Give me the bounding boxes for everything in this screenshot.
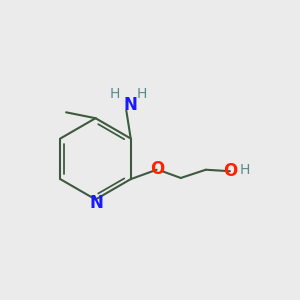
Text: O: O bbox=[224, 162, 238, 180]
Text: O: O bbox=[150, 160, 164, 178]
Text: H: H bbox=[136, 87, 147, 101]
Text: N: N bbox=[89, 194, 103, 212]
Text: H: H bbox=[110, 87, 120, 101]
Text: N: N bbox=[123, 96, 137, 114]
Text: H: H bbox=[240, 163, 250, 177]
